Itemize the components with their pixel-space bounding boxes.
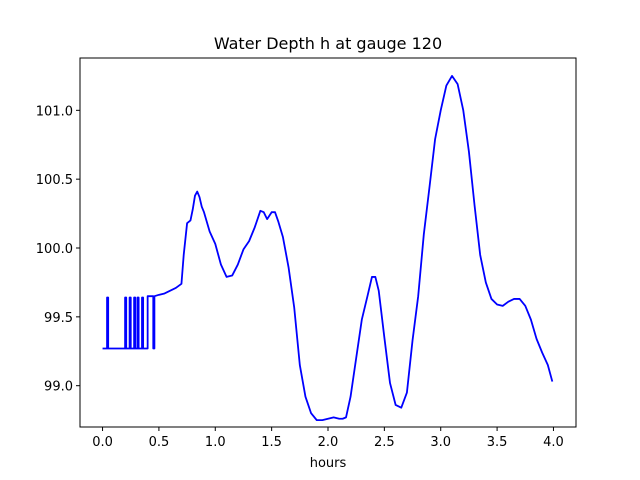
x-tick-label: 3.0 bbox=[430, 435, 451, 450]
x-tick-label: 1.0 bbox=[205, 435, 226, 450]
x-tick-label: 1.5 bbox=[261, 435, 282, 450]
x-tick-label: 0.5 bbox=[149, 435, 170, 450]
y-tick-label: 99.5 bbox=[44, 311, 73, 326]
y-tick-label: 100.5 bbox=[36, 173, 73, 188]
y-tick-label: 100.0 bbox=[36, 242, 73, 257]
series-line-0 bbox=[102, 75, 554, 422]
y-tick-label: 99.0 bbox=[44, 380, 73, 395]
chart-title: Water Depth h at gauge 120 bbox=[214, 34, 442, 53]
x-tick-label: 4.0 bbox=[543, 435, 564, 450]
plot-area bbox=[80, 58, 576, 427]
x-tick-label: 2.0 bbox=[318, 435, 339, 450]
x-axis-label: hours bbox=[310, 456, 347, 471]
x-axis: 0.0 0.5 1.0 1.5 2.0 2.5 3.0 3.5 4.0 bbox=[92, 427, 564, 450]
x-tick-label: 0.0 bbox=[92, 435, 113, 450]
y-tick-label: 101.0 bbox=[36, 104, 73, 119]
y-axis: 99.0 99.5 100.0 100.5 101.0 bbox=[36, 104, 80, 395]
x-tick-label: 3.5 bbox=[487, 435, 508, 450]
x-tick-label: 2.5 bbox=[374, 435, 395, 450]
series-layer bbox=[102, 75, 554, 422]
